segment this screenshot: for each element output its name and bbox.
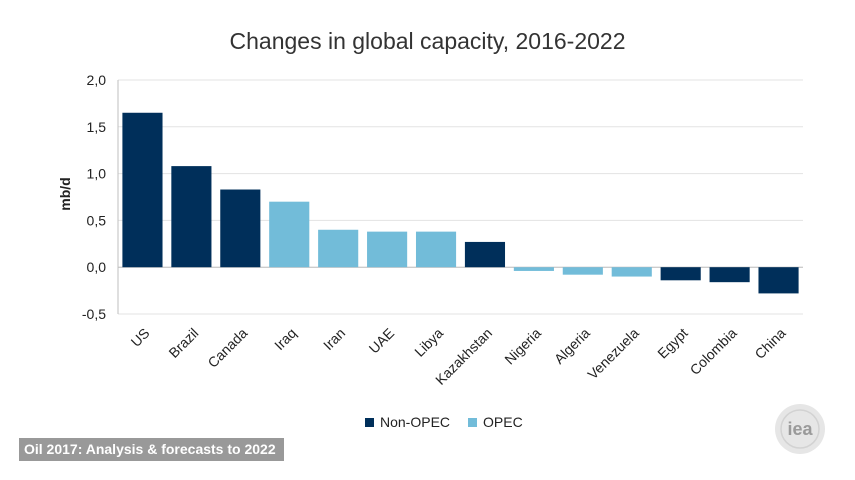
category-label: US	[128, 325, 153, 350]
bar-kazakhstan	[464, 241, 506, 268]
y-tick-label: 0,5	[87, 212, 107, 228]
y-tick-label: 1,5	[87, 119, 107, 135]
category-label: Colombia	[687, 325, 740, 378]
y-tick-label: 1,0	[87, 166, 107, 182]
iea-logo-icon: iea	[775, 404, 825, 454]
legend-item-non-opec: Non-OPEC	[365, 414, 450, 430]
bar-uae	[367, 231, 408, 268]
legend-swatch-non-opec	[365, 417, 374, 427]
category-label: Iran	[320, 325, 348, 353]
y-axis-label: mb/d	[57, 177, 73, 210]
chart-title: Changes in global capacity, 2016-2022	[229, 28, 626, 54]
bar-china	[758, 267, 799, 294]
category-label: Iraq	[271, 325, 299, 353]
category-labels: US Brazil Canada Iraq Iran UAE LibyaKazakhstan…	[128, 325, 789, 388]
bars	[122, 112, 799, 294]
legend-label-opec: OPEC	[483, 414, 523, 430]
y-tick-label: -0,5	[82, 306, 106, 322]
category-label: Venezuela	[584, 325, 642, 383]
category-label: Nigeria	[501, 325, 544, 368]
category-label: Canada	[204, 325, 250, 371]
category-label: China	[751, 325, 788, 362]
bar-venezuela	[611, 267, 652, 277]
bar-canada	[220, 189, 261, 268]
legend: Non-OPEC OPEC	[365, 414, 523, 430]
bar-us	[122, 112, 163, 268]
bar-algeria	[562, 267, 603, 275]
legend-item-opec: OPEC	[468, 414, 523, 430]
bar-iraq	[269, 201, 310, 268]
source-badge: Oil 2017: Analysis & forecasts to 2022	[19, 438, 284, 461]
bar-libya	[415, 231, 457, 268]
y-tick-label: 0,0	[87, 259, 107, 275]
legend-swatch-opec	[468, 417, 478, 427]
category-label: Algeria	[551, 325, 593, 367]
bar-nigeria	[513, 267, 554, 271]
category-label: Egypt	[654, 325, 691, 362]
bar-iran	[318, 229, 359, 268]
category-label: Brazil	[165, 325, 201, 361]
y-tick-label: 2,0	[87, 72, 107, 88]
bar-egypt	[660, 267, 701, 281]
category-label: Libya	[411, 325, 446, 360]
logo-text: iea	[787, 419, 813, 439]
legend-label-non-opec: Non-OPEC	[380, 414, 451, 430]
bar-colombia	[709, 267, 750, 283]
bar-brazil	[171, 166, 212, 268]
y-tick-labels: 2,0 1,5 1,0 0,5 0,0 -0,5	[82, 72, 106, 322]
category-label: UAE	[366, 325, 398, 357]
